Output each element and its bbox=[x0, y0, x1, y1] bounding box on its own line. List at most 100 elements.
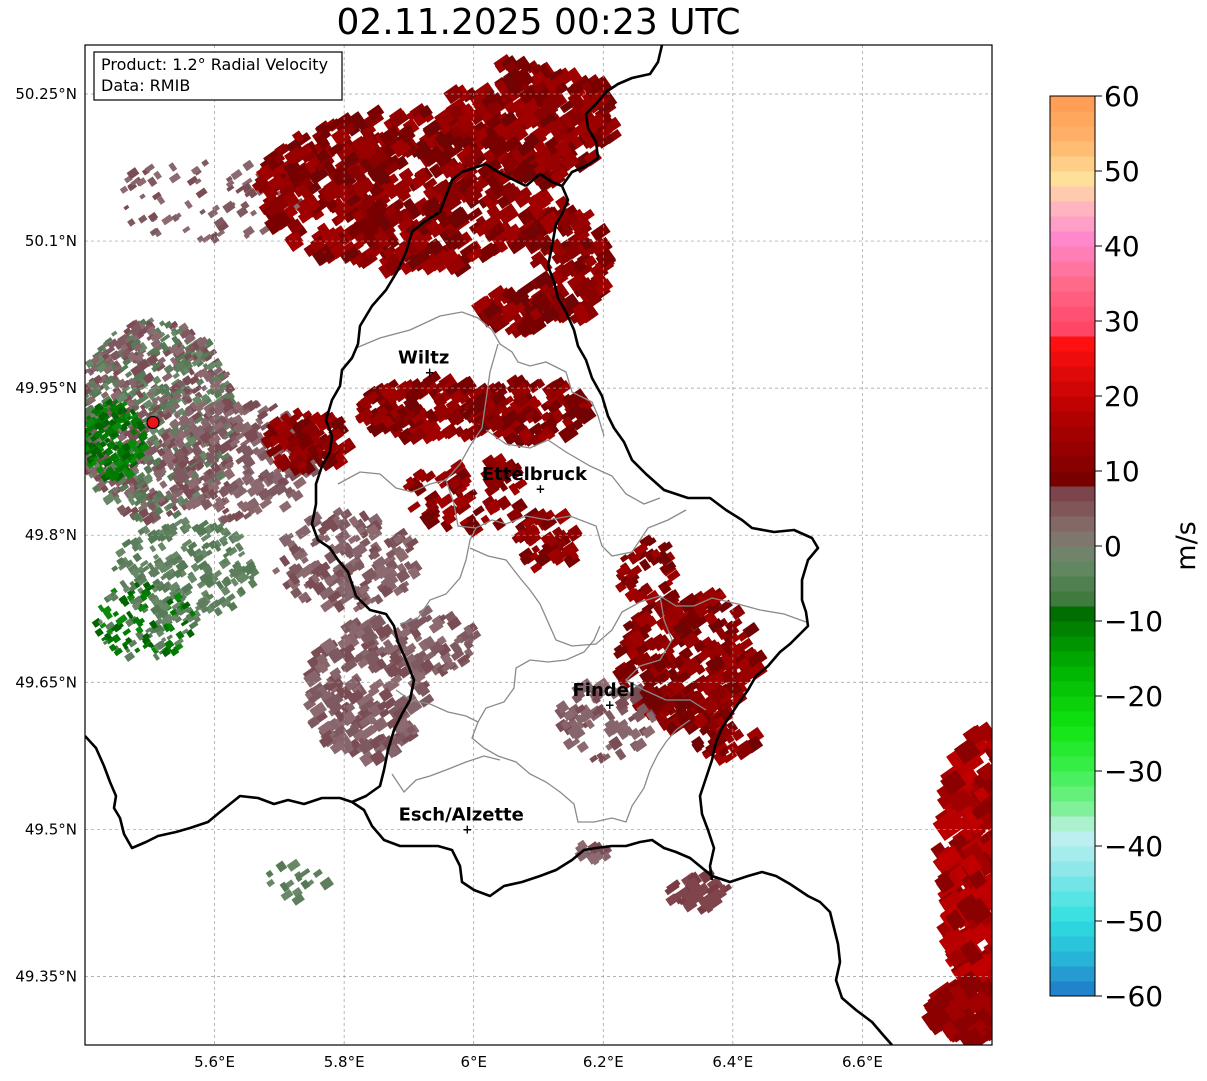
echo-cell bbox=[949, 749, 970, 771]
echo-cell bbox=[104, 610, 113, 620]
echo-cell bbox=[358, 510, 370, 523]
echo-cell bbox=[142, 642, 150, 650]
echo-cell bbox=[279, 881, 290, 893]
echo-cell bbox=[710, 657, 725, 670]
echo-cell bbox=[747, 661, 768, 681]
echo-cell bbox=[303, 244, 316, 258]
echo-cell bbox=[86, 461, 94, 469]
echo-cell bbox=[130, 415, 141, 426]
echo-cell bbox=[149, 544, 157, 553]
colorbar-cell bbox=[1050, 156, 1095, 172]
echo-cell bbox=[665, 720, 680, 736]
echo-cell bbox=[571, 692, 583, 704]
echo-cell bbox=[402, 404, 416, 419]
echo-cell bbox=[89, 456, 95, 462]
echo-cell bbox=[944, 926, 967, 950]
echo-cell bbox=[175, 607, 182, 614]
city-marker: + bbox=[462, 822, 472, 836]
echo-cell bbox=[300, 556, 309, 565]
echo-cell bbox=[226, 184, 235, 192]
echo-cell bbox=[71, 429, 78, 436]
echo-cell bbox=[984, 731, 992, 753]
echo-cell bbox=[113, 399, 119, 405]
echo-cell bbox=[413, 681, 428, 696]
echo-cell bbox=[207, 488, 219, 501]
echo-cell bbox=[415, 662, 426, 674]
echo-cell bbox=[337, 542, 353, 557]
echo-cell bbox=[120, 349, 130, 358]
echo-cell bbox=[419, 686, 431, 697]
echo-cell bbox=[132, 446, 140, 455]
echo-cell bbox=[169, 420, 177, 428]
echo-cell bbox=[111, 565, 119, 572]
echo-cell bbox=[403, 395, 421, 413]
echo-cell bbox=[998, 828, 1000, 854]
echo-cell bbox=[157, 541, 167, 552]
echo-cell bbox=[139, 442, 150, 453]
echo-cell bbox=[110, 411, 119, 420]
echo-cell bbox=[998, 915, 1000, 936]
echo-cell bbox=[551, 252, 564, 265]
echo-cell bbox=[274, 483, 288, 496]
echo-cell bbox=[110, 389, 122, 400]
echo-cell bbox=[552, 554, 564, 566]
echo-cell bbox=[995, 926, 1000, 952]
echo-cell bbox=[283, 158, 302, 177]
echo-cell bbox=[85, 412, 90, 423]
echo-cell bbox=[366, 713, 378, 725]
echo-cell bbox=[435, 210, 453, 229]
echo-cell bbox=[127, 452, 136, 461]
echo-cell bbox=[404, 221, 417, 234]
echo-cell bbox=[130, 430, 143, 442]
echo-cell bbox=[728, 642, 743, 658]
echo-cell bbox=[322, 690, 333, 700]
echo-cell bbox=[458, 653, 471, 664]
echo-cell bbox=[482, 495, 496, 508]
echo-cell bbox=[360, 628, 377, 644]
echo-cell bbox=[980, 979, 992, 998]
echo-cell bbox=[348, 515, 360, 528]
echo-cell bbox=[378, 687, 394, 702]
echo-cell bbox=[341, 658, 358, 673]
echo-cell bbox=[121, 420, 131, 429]
echo-cell bbox=[982, 919, 992, 942]
echo-cell bbox=[314, 250, 329, 266]
echo-cell bbox=[995, 783, 1000, 810]
echo-cell bbox=[426, 498, 440, 513]
echo-cell bbox=[541, 90, 565, 112]
echo-cell bbox=[290, 164, 312, 185]
echo-cell bbox=[246, 485, 259, 498]
city-marker: + bbox=[425, 365, 435, 379]
echo-cell bbox=[458, 430, 471, 443]
echo-cell bbox=[132, 342, 143, 352]
echo-cell bbox=[944, 909, 966, 932]
echo-cell bbox=[161, 523, 170, 533]
echo-cell bbox=[980, 948, 992, 971]
echo-cell bbox=[383, 537, 394, 549]
echo-cell bbox=[147, 592, 157, 601]
echo-cell bbox=[194, 553, 204, 563]
colorbar-cell bbox=[1050, 396, 1095, 412]
echo-cell bbox=[306, 656, 319, 669]
echo-cell bbox=[161, 214, 174, 226]
echo-cell bbox=[379, 708, 390, 719]
echo-cell bbox=[498, 460, 516, 476]
echo-cell bbox=[665, 635, 683, 651]
colorbar-cell bbox=[1050, 486, 1095, 502]
echo-cell bbox=[123, 204, 130, 211]
lat-tick-label: 49.95°N bbox=[15, 379, 77, 397]
echo-cell bbox=[656, 694, 672, 708]
echo-cell bbox=[533, 140, 548, 154]
colorbar-tick-label: 50 bbox=[1104, 155, 1140, 188]
echo-cell bbox=[319, 876, 334, 891]
colorbar-cell bbox=[1050, 501, 1095, 517]
echo-cell bbox=[118, 594, 128, 605]
echo-cell bbox=[538, 112, 557, 128]
echo-cell bbox=[560, 114, 574, 129]
echo-cell bbox=[422, 370, 442, 388]
echo-cell bbox=[708, 617, 725, 634]
colorbar-tick-label: 0 bbox=[1104, 530, 1122, 563]
echo-cell bbox=[308, 411, 322, 424]
echo-cell bbox=[573, 689, 586, 701]
echo-cell bbox=[320, 599, 334, 613]
